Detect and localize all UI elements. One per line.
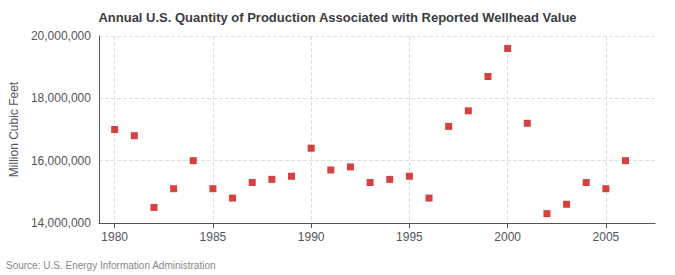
- svg-text:1985: 1985: [200, 230, 227, 244]
- svg-text:16,000,000: 16,000,000: [31, 154, 91, 168]
- svg-text:1990: 1990: [298, 230, 325, 244]
- svg-text:20,000,000: 20,000,000: [31, 29, 91, 43]
- svg-text:14,000,000: 14,000,000: [31, 216, 91, 230]
- svg-text:Million Cubic Feet: Million Cubic Feet: [7, 81, 21, 177]
- svg-text:2005: 2005: [593, 230, 620, 244]
- svg-text:2000: 2000: [494, 230, 521, 244]
- svg-text:Annual U.S. Quantity of Produc: Annual U.S. Quantity of Production Assoc…: [98, 10, 576, 25]
- svg-text:1995: 1995: [396, 230, 423, 244]
- svg-text:Source: U.S. Energy Informatio: Source: U.S. Energy Information Administ…: [6, 260, 216, 271]
- svg-text:18,000,000: 18,000,000: [31, 91, 91, 105]
- svg-text:1980: 1980: [101, 230, 128, 244]
